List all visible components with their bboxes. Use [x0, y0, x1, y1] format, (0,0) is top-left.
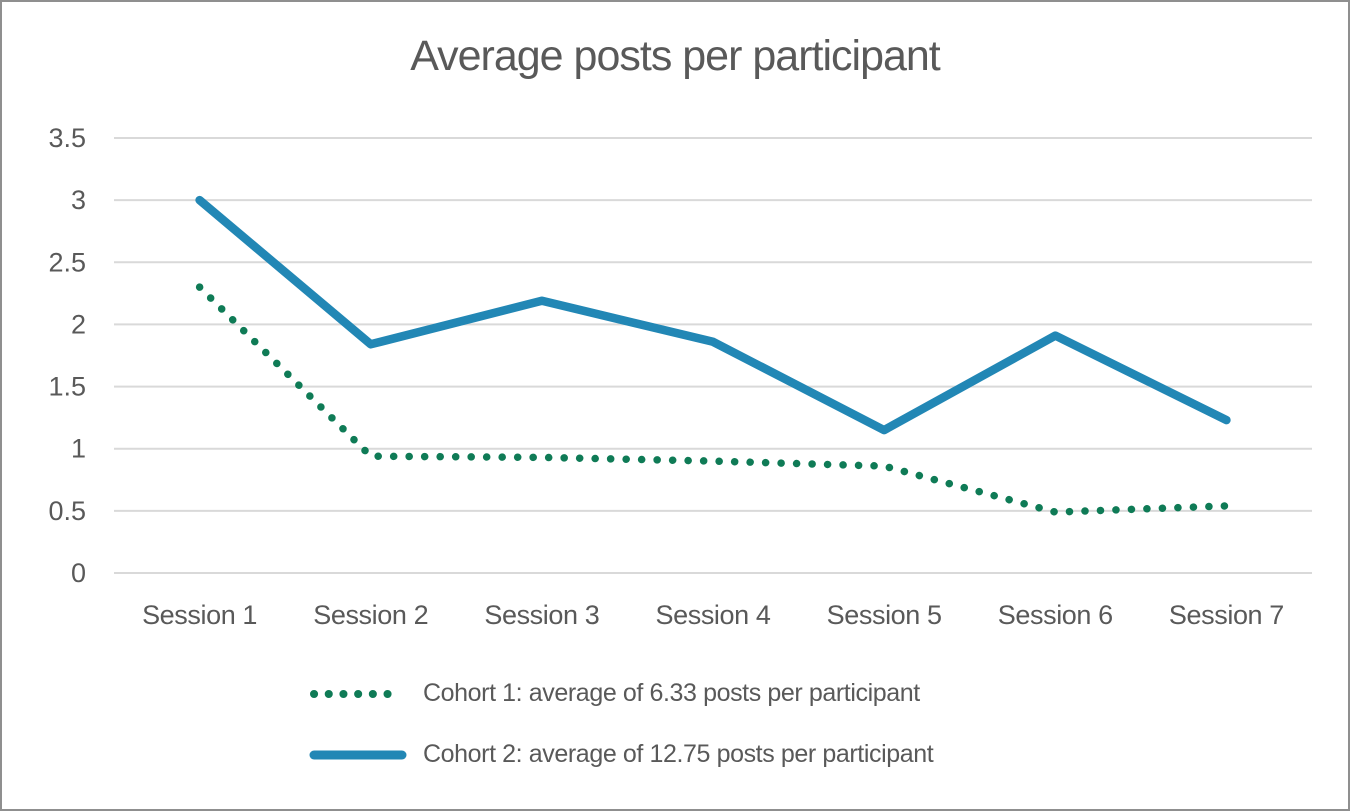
y-tick-label: 1: [71, 434, 86, 464]
x-tick-label: Session 4: [656, 600, 771, 630]
chart-title: Average posts per participant: [410, 32, 941, 80]
x-tick-label: Session 3: [484, 600, 599, 630]
x-tick-label: Session 2: [313, 600, 428, 630]
legend-label-cohort-1: Cohort 1: average of 6.33 posts per part…: [423, 679, 920, 707]
x-tick-label: Session 7: [1169, 600, 1284, 630]
x-tick-label: Session 1: [142, 600, 257, 630]
legend-item-cohort-1: Cohort 1: average of 6.33 posts per part…: [309, 679, 920, 708]
y-tick-label: 1.5: [48, 372, 86, 402]
solid-line-icon: [309, 750, 407, 759]
x-tick-label: Session 5: [827, 600, 942, 630]
series-line-2: [195, 195, 1231, 435]
y-tick-label: 3.5: [48, 123, 86, 153]
y-tick-label: 2.5: [48, 247, 86, 277]
series-line-1: [195, 283, 1231, 516]
y-tick-label: 0.5: [48, 496, 86, 526]
y-tick-label: 0: [71, 558, 86, 588]
dotted-line-icon: [310, 689, 406, 698]
legend-item-cohort-2: Cohort 2: average of 12.75 posts per par…: [309, 740, 934, 769]
y-tick-label: 3: [71, 185, 86, 215]
y-tick-label: 2: [71, 309, 86, 339]
legend-label-cohort-2: Cohort 2: average of 12.75 posts per par…: [423, 740, 934, 768]
x-tick-label: Session 6: [998, 600, 1113, 630]
